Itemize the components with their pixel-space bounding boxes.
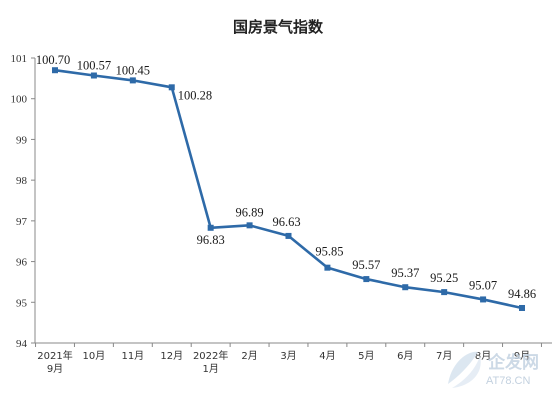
x-tick-label: 6月 <box>397 350 413 362</box>
y-tick-label: 95 <box>16 297 28 309</box>
data-label: 100.28 <box>178 88 212 102</box>
y-tick-label: 101 <box>11 53 28 65</box>
data-point <box>246 222 253 229</box>
data-point <box>168 84 175 91</box>
y-tick-label: 100 <box>11 94 28 106</box>
x-tick-label: 3月 <box>280 350 296 362</box>
data-point <box>402 284 409 291</box>
data-label: 95.57 <box>352 258 380 272</box>
x-tick-label: 11月 <box>121 350 144 362</box>
data-point <box>441 289 448 296</box>
x-tick-label: 7月 <box>436 350 452 362</box>
data-label: 94.86 <box>508 287 536 301</box>
y-tick-label: 94 <box>16 338 28 350</box>
data-point <box>324 264 331 271</box>
data-label: 96.83 <box>197 233 225 247</box>
series-group <box>52 67 525 311</box>
x-tick-label: 12月 <box>160 350 183 362</box>
x-tick-label: 9月 <box>514 350 530 362</box>
data-label: 95.07 <box>469 278 497 292</box>
data-label: 95.25 <box>430 271 458 285</box>
data-point <box>207 224 214 231</box>
data-point <box>480 296 487 303</box>
data-label: 96.63 <box>272 215 300 229</box>
data-point <box>52 67 58 74</box>
x-tick-label: 2月 <box>241 350 257 362</box>
x-tick-label: 5月 <box>358 350 374 362</box>
watermark-logo: 企发网 AT78.CN <box>448 351 539 388</box>
data-point <box>129 77 136 84</box>
x-tick-label: 10月 <box>83 350 106 362</box>
x-tick-label: 2021年 9月 <box>37 349 72 375</box>
data-label: 96.89 <box>236 205 264 219</box>
y-tick-label: 96 <box>16 257 28 269</box>
x-tick-label: 2022年 1月 <box>193 349 228 375</box>
data-point <box>285 232 292 239</box>
axes <box>31 57 552 347</box>
y-tick-label: 97 <box>16 216 28 228</box>
watermark-leaf-icon <box>448 351 481 388</box>
data-point <box>519 304 525 311</box>
data-label: 95.85 <box>315 245 343 259</box>
chart-title: 国房景气指数 <box>233 18 324 36</box>
watermark-en: AT78.CN <box>486 375 530 387</box>
data-point <box>90 72 97 79</box>
x-tick-label: 4月 <box>319 350 335 362</box>
data-label: 100.57 <box>77 59 111 73</box>
data-label: 100.45 <box>116 63 150 77</box>
y-tick-label: 99 <box>16 134 28 146</box>
y-tick-label: 98 <box>16 175 28 187</box>
data-label: 100.70 <box>36 53 70 67</box>
data-label: 95.37 <box>391 266 419 280</box>
watermark-cn: 企发网 <box>487 352 539 372</box>
data-point <box>363 276 370 283</box>
data-labels: 100.70 100.57 100.45 100.28 96.83 96.89 96.63 9… <box>36 53 536 301</box>
tick-labels: 94 95 96 97 98 99 100 101 2021年 9月 10月 11月 12月 2022年 1… <box>11 53 531 375</box>
